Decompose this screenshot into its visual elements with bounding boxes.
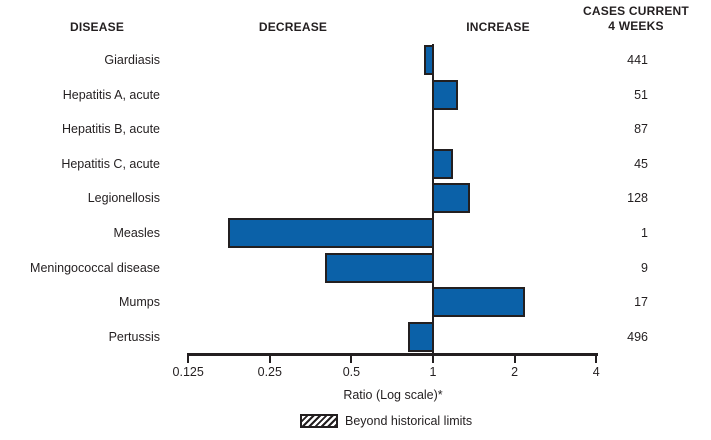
legend: Beyond historical limits (300, 414, 472, 428)
legend-label: Beyond historical limits (345, 414, 473, 428)
ratio-bar (432, 287, 526, 318)
ratio-bar (432, 79, 459, 110)
disease-label: Giardiasis (104, 53, 160, 67)
x-tick-label: 4 (592, 365, 600, 379)
cases-value: 496 (627, 329, 648, 344)
disease-label: Hepatitis C, acute (61, 156, 160, 171)
cases-value: 128 (627, 191, 648, 206)
column-header-cases-line1: CASES CURRENT (583, 4, 689, 18)
disease-label: Meningococcal disease (30, 260, 160, 275)
x-tick (187, 353, 190, 363)
cases-value: 9 (641, 260, 648, 275)
x-tick (350, 353, 353, 363)
cases-value: 51 (634, 87, 648, 102)
x-tick (595, 353, 598, 363)
x-axis-line (188, 353, 598, 356)
x-tick-label: 1 (429, 365, 437, 379)
cases-value: 1 (641, 226, 648, 240)
x-axis-title: Ratio (Log scale)* (343, 388, 443, 402)
disease-label: Hepatitis B, acute (62, 122, 160, 137)
cases-value: 441 (627, 53, 648, 67)
x-tick-label: 0.25 (257, 365, 282, 379)
column-header-decrease: DECREASE (258, 20, 328, 34)
column-header-increase: INCREASE (466, 20, 530, 34)
column-header-cases: CASES CURRENT 4 WEEKS (572, 4, 700, 34)
ratio-bar (408, 321, 434, 352)
disease-label: Pertussis (108, 329, 160, 344)
ratio-bar (432, 148, 454, 179)
ratio-bar (432, 183, 471, 214)
cases-value: 45 (634, 156, 648, 171)
x-tick (513, 353, 516, 363)
x-tick-label: 0.5 (342, 365, 361, 379)
ratio-bar (325, 252, 434, 283)
column-header-disease: DISEASE (69, 20, 125, 34)
x-tick-label: 0.125 (172, 365, 204, 379)
disease-label: Mumps (119, 295, 160, 310)
hatched-swatch-icon (300, 414, 338, 428)
cases-value: 17 (634, 295, 648, 310)
ratio-bar (227, 218, 434, 248)
x-tick (268, 353, 271, 363)
disease-label: Hepatitis A, acute (62, 87, 160, 102)
column-header-cases-line2: 4 WEEKS (608, 19, 664, 33)
x-tick-label: 2 (511, 365, 519, 379)
baseline-ratio-1-line (432, 44, 434, 355)
cases-value: 87 (634, 122, 648, 137)
disease-label: Measles (113, 226, 160, 240)
x-tick (432, 353, 434, 363)
disease-label: Legionellosis (87, 191, 160, 206)
